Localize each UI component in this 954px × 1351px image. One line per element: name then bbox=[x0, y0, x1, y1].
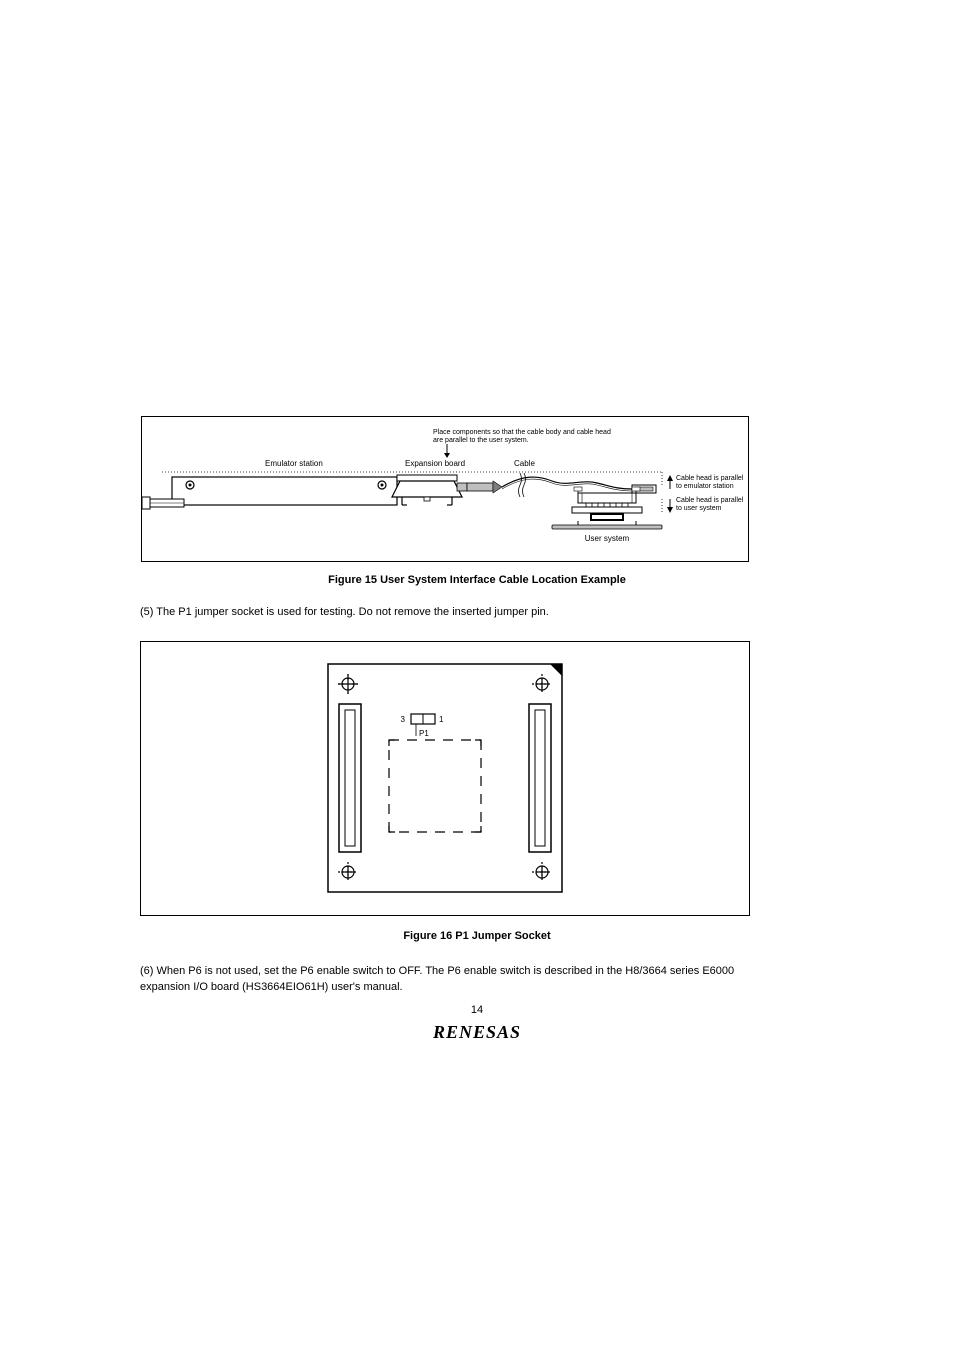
expansion-board-shape bbox=[392, 475, 467, 505]
label-pin3: 3 bbox=[401, 715, 406, 724]
page-root: Place components so that the cable body … bbox=[0, 0, 954, 1351]
fig1-instruction-line1: Place components so that the cable body … bbox=[433, 429, 611, 436]
body-paragraph-1: (5) The P1 jumper socket is used for tes… bbox=[140, 605, 750, 621]
annot-arrow-up bbox=[667, 475, 673, 489]
label-expansion-board: Expansion board bbox=[405, 459, 465, 468]
pcb-board: 3 1 P1 bbox=[328, 664, 562, 892]
annot-arrow-down bbox=[667, 499, 673, 513]
figure2-svg: 3 1 P1 bbox=[141, 642, 749, 915]
fig1-instruction-line2: are parallel to the user system. bbox=[433, 437, 529, 444]
label-head-parallel-emu-1: Cable head is parallel bbox=[676, 475, 744, 482]
figure1-svg: Place components so that the cable body … bbox=[142, 417, 748, 561]
figure2-caption: Figure 16 P1 Jumper Socket bbox=[0, 930, 954, 942]
label-p1: P1 bbox=[419, 729, 429, 738]
figure2-frame: 3 1 P1 bbox=[140, 641, 750, 916]
label-cable: Cable bbox=[514, 459, 535, 468]
label-emulator-station: Emulator station bbox=[265, 459, 323, 468]
figure1-caption: Figure 15 User System Interface Cable Lo… bbox=[0, 574, 954, 586]
label-head-parallel-user-2: to user system bbox=[676, 505, 722, 512]
renesas-logo: RENESAS bbox=[0, 1022, 954, 1043]
page-number: 14 bbox=[0, 1004, 954, 1016]
figure1-frame: Place components so that the cable body … bbox=[141, 416, 749, 562]
body-paragraph-2: (6) When P6 is not used, set the P6 enab… bbox=[140, 964, 750, 996]
label-pin1: 1 bbox=[439, 715, 444, 724]
label-user-system: User system bbox=[585, 534, 630, 543]
user-system-shape: User system bbox=[552, 487, 662, 543]
label-head-parallel-user-1: Cable head is parallel bbox=[676, 497, 744, 504]
label-head-parallel-emu-2: to emulator station bbox=[676, 483, 734, 490]
emulator-station-shape bbox=[142, 477, 397, 509]
